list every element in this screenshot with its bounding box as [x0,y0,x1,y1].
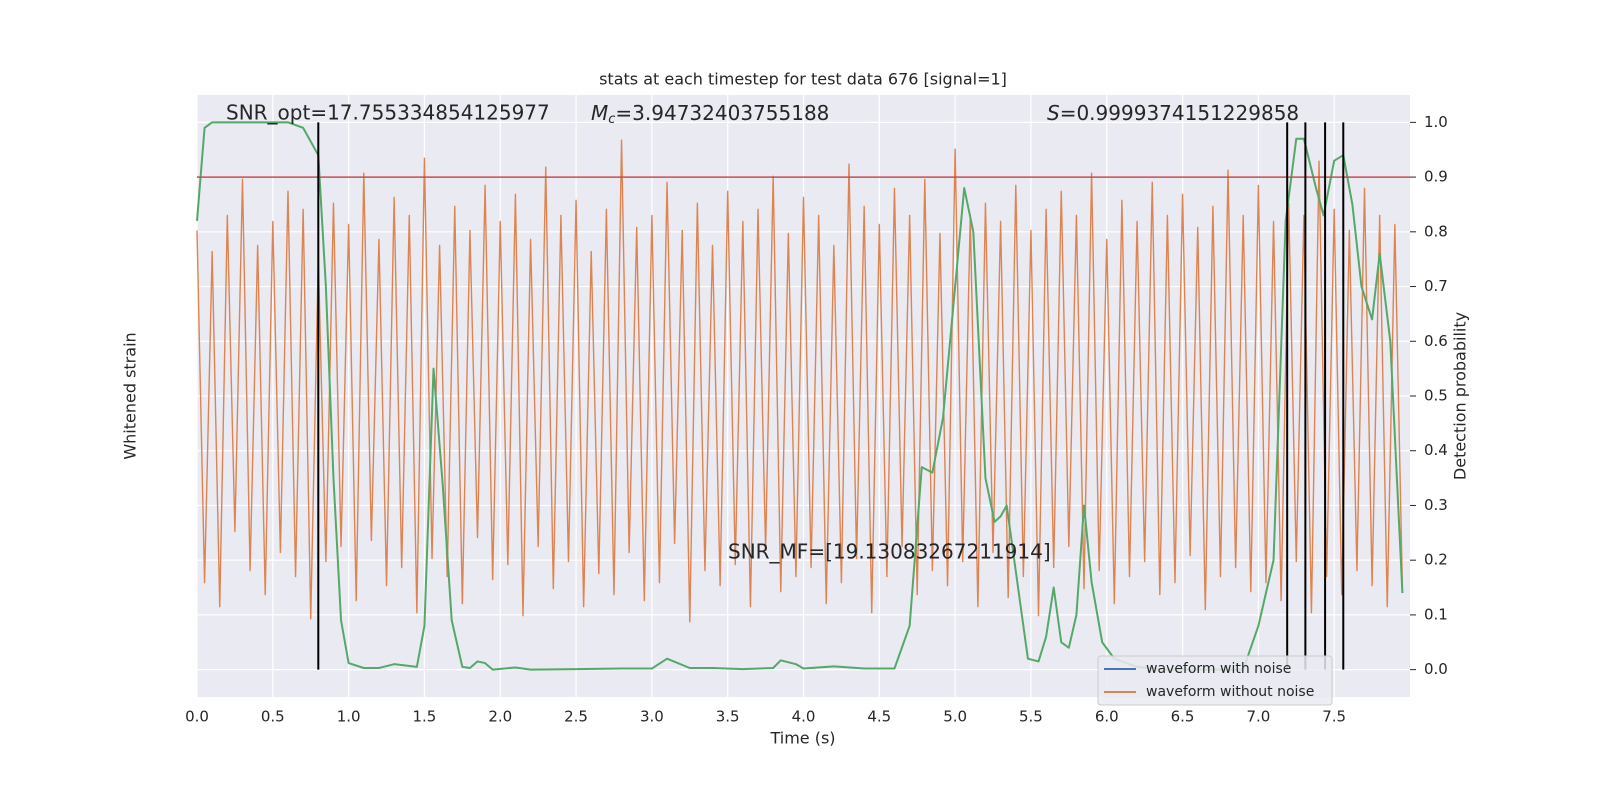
value: =3.94732403755188 [615,101,829,125]
y2-tick-label: 0.3 [1424,496,1448,514]
x-tick-label: 0.0 [185,708,209,726]
subscript: c [608,112,615,127]
symbol: S [1047,101,1060,125]
y2-tick-label: 1.0 [1424,113,1448,131]
y2-tick-label: 0.5 [1424,387,1448,405]
symbol: M [591,101,608,125]
legend-box [1097,655,1333,706]
y2-tick-label: 0.9 [1424,168,1448,186]
y2-tick-label: 0.4 [1424,441,1448,459]
y2-tick-label: 0.1 [1424,605,1448,623]
series-line [196,139,1404,623]
legend-label: waveform without noise [1146,684,1314,700]
chart-title: stats at each timestep for test data 676… [599,70,1007,89]
y2-tick-label: 0.2 [1424,551,1448,569]
y2-tick-label: 0.8 [1424,222,1448,240]
x-tick-label: 2.0 [488,708,512,726]
x-tick-label: 5.0 [943,708,967,726]
annotation: S=0.9999374151229858 [1047,101,1299,125]
y2-tick-label: 0.7 [1424,277,1448,295]
x-tick-label: 1.0 [337,708,361,726]
x-tick-label: 1.5 [413,708,437,726]
x-tick-label: 3.5 [716,708,740,726]
x-tick-label: 0.5 [261,708,285,726]
series-line [196,121,1404,671]
legend-label: waveform with noise [1146,661,1291,677]
annotation: SNR_MF=[19.13083267211914] [728,540,1051,564]
x-tick-label: 6.0 [1095,708,1119,726]
x-tick-label: 4.0 [792,708,816,726]
x-tick-label: 7.0 [1246,708,1270,726]
x-axis-label: Time (s) [769,729,835,748]
y-axis-label: Whitened strain [121,332,140,459]
x-tick-label: 3.0 [640,708,664,726]
x-tick-label: 7.5 [1322,708,1346,726]
y2-axis-label: Detection probability [1451,312,1470,480]
legend: waveform with noise waveform without nois… [1097,655,1333,706]
value: =0.9999374151229858 [1060,101,1299,125]
annotation: SNR_opt=17.755334854125977 [226,101,550,125]
marks [196,121,1410,671]
x-tick-label: 4.5 [867,708,891,726]
y2-tick-label: 0.0 [1424,660,1448,678]
annotation: Mc=3.94732403755188 [591,101,829,127]
x-tick-label: 6.5 [1171,708,1195,726]
x-tick-label: 2.5 [564,708,588,726]
x-tick-label: 5.5 [1019,708,1043,726]
y2-tick-label: 0.6 [1424,332,1448,350]
